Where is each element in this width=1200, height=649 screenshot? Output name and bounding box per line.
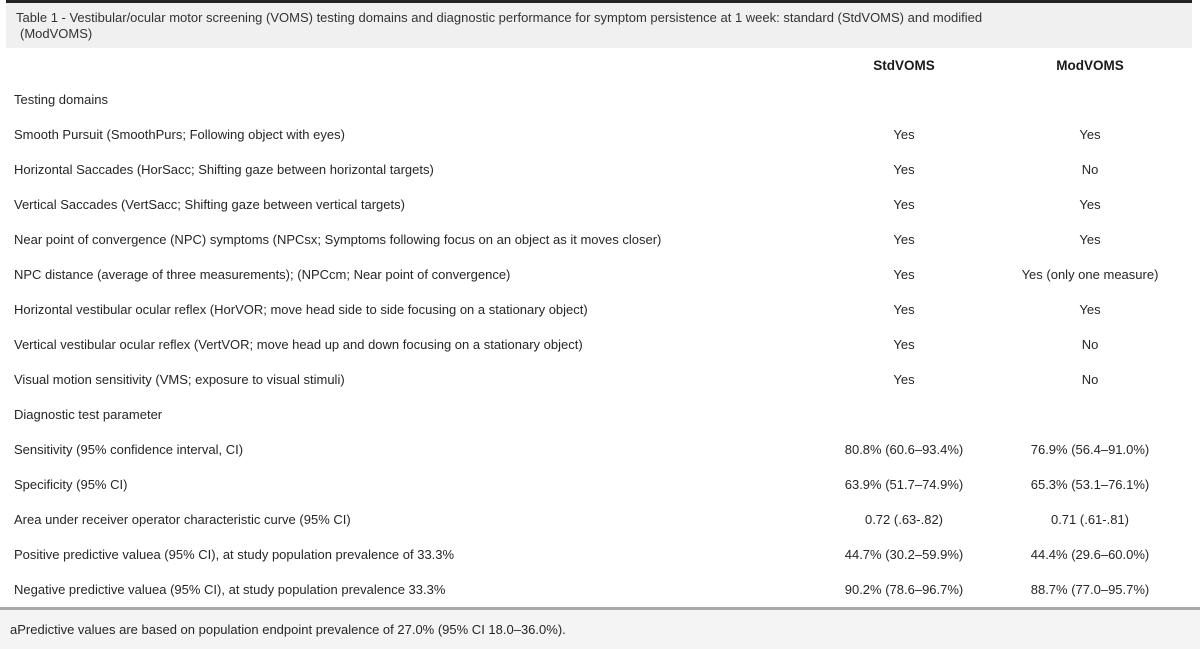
- stdvoms-value: Yes: [893, 232, 915, 247]
- table-row: NPC distance (average of three measureme…: [0, 257, 1200, 292]
- modvoms-value: 88.7% (77.0–95.7%): [1030, 582, 1150, 597]
- modvoms-value: No: [1081, 372, 1099, 387]
- modvoms-value: Yes (only one measure): [1021, 267, 1159, 282]
- row-label: Vertical vestibular ocular reflex (VertV…: [14, 337, 583, 352]
- stdvoms-value: 80.8% (60.6–93.4%): [844, 442, 964, 457]
- modvoms-value: 65.3% (53.1–76.1%): [1030, 477, 1150, 492]
- stdvoms-value: 0.72 (.63-.82): [864, 512, 944, 527]
- row-label: Smooth Pursuit (SmoothPurs; Following ob…: [14, 127, 345, 142]
- row-label: Specificity (95% CI): [14, 477, 128, 492]
- modvoms-value: 44.4% (29.6–60.0%): [1030, 547, 1150, 562]
- modvoms-value: Yes: [1079, 127, 1101, 142]
- voms-table: StdVOMS ModVOMS Testing domains Smooth Pu…: [0, 48, 1200, 607]
- row-label: Negative predictive valuea (95% CI), at …: [14, 582, 446, 597]
- table-header-row: StdVOMS ModVOMS: [0, 48, 1200, 82]
- stdvoms-value: Yes: [893, 372, 915, 387]
- row-label: Area under receiver operator characteris…: [14, 512, 351, 527]
- modvoms-value: Yes: [1079, 197, 1101, 212]
- row-label: Near point of convergence (NPC) symptoms…: [14, 232, 662, 247]
- row-label: Testing domains: [14, 92, 108, 107]
- table-row: Near point of convergence (NPC) symptoms…: [0, 222, 1200, 257]
- row-label: Positive predictive valuea (95% CI), at …: [14, 547, 455, 562]
- table-row: Vertical vestibular ocular reflex (VertV…: [0, 327, 1200, 362]
- row-label: Horizontal Saccades (HorSacc; Shifting g…: [14, 162, 434, 177]
- column-header-stdvoms: StdVOMS: [873, 57, 935, 73]
- modvoms-value: No: [1081, 337, 1099, 352]
- row-label: Visual motion sensitivity (VMS; exposure…: [14, 372, 345, 387]
- table-row: Horizontal vestibular ocular reflex (Hor…: [0, 292, 1200, 327]
- table-caption-line2: (ModVOMS): [20, 26, 93, 41]
- stdvoms-value: 90.2% (78.6–96.7%): [844, 582, 964, 597]
- stdvoms-value: Yes: [893, 127, 915, 142]
- stdvoms-value: Yes: [893, 267, 915, 282]
- stdvoms-value: Yes: [893, 302, 915, 317]
- stdvoms-value: Yes: [893, 162, 915, 177]
- footnote-text: aPredictive values are based on populati…: [10, 622, 566, 637]
- table-caption-line1: Table 1 - Vestibular/ocular motor screen…: [16, 10, 983, 25]
- table-row: Horizontal Saccades (HorSacc; Shifting g…: [0, 152, 1200, 187]
- stdvoms-value: 44.7% (30.2–59.9%): [844, 547, 964, 562]
- modvoms-value: 76.9% (56.4–91.0%): [1030, 442, 1150, 457]
- table-row: Visual motion sensitivity (VMS; exposure…: [0, 362, 1200, 397]
- stdvoms-value: Yes: [893, 197, 915, 212]
- stdvoms-value: Yes: [893, 337, 915, 352]
- table-caption: Table 1 - Vestibular/ocular motor screen…: [6, 0, 1192, 48]
- row-label: NPC distance (average of three measureme…: [14, 267, 511, 282]
- section-row: Testing domains: [0, 82, 1200, 117]
- modvoms-value: No: [1081, 162, 1099, 177]
- table-row: Sensitivity (95% confidence interval, CI…: [0, 432, 1200, 467]
- table-footnote: aPredictive values are based on populati…: [0, 607, 1200, 649]
- column-header-modvoms: ModVOMS: [1056, 57, 1124, 73]
- table-body: Testing domains Smooth Pursuit (SmoothPur…: [0, 82, 1200, 607]
- table-row: Vertical Saccades (VertSacc; Shifting ga…: [0, 187, 1200, 222]
- modvoms-value: 0.71 (.61-.81): [1050, 512, 1130, 527]
- row-label: Sensitivity (95% confidence interval, CI…: [14, 442, 244, 457]
- table-row: Negative predictive valuea (95% CI), at …: [0, 572, 1200, 607]
- table-row: Positive predictive valuea (95% CI), at …: [0, 537, 1200, 572]
- table-row: Specificity (95% CI) 63.9% (51.7–74.9%) 65…: [0, 467, 1200, 502]
- stdvoms-value: 63.9% (51.7–74.9%): [844, 477, 964, 492]
- row-label: Vertical Saccades (VertSacc; Shifting ga…: [14, 197, 405, 212]
- modvoms-value: Yes: [1079, 302, 1101, 317]
- row-label: Diagnostic test parameter: [14, 407, 163, 422]
- table-row: Smooth Pursuit (SmoothPurs; Following ob…: [0, 117, 1200, 152]
- table-row: Area under receiver operator characteris…: [0, 502, 1200, 537]
- section-row: Diagnostic test parameter: [0, 397, 1200, 432]
- modvoms-value: Yes: [1079, 232, 1101, 247]
- row-label: Horizontal vestibular ocular reflex (Hor…: [14, 302, 588, 317]
